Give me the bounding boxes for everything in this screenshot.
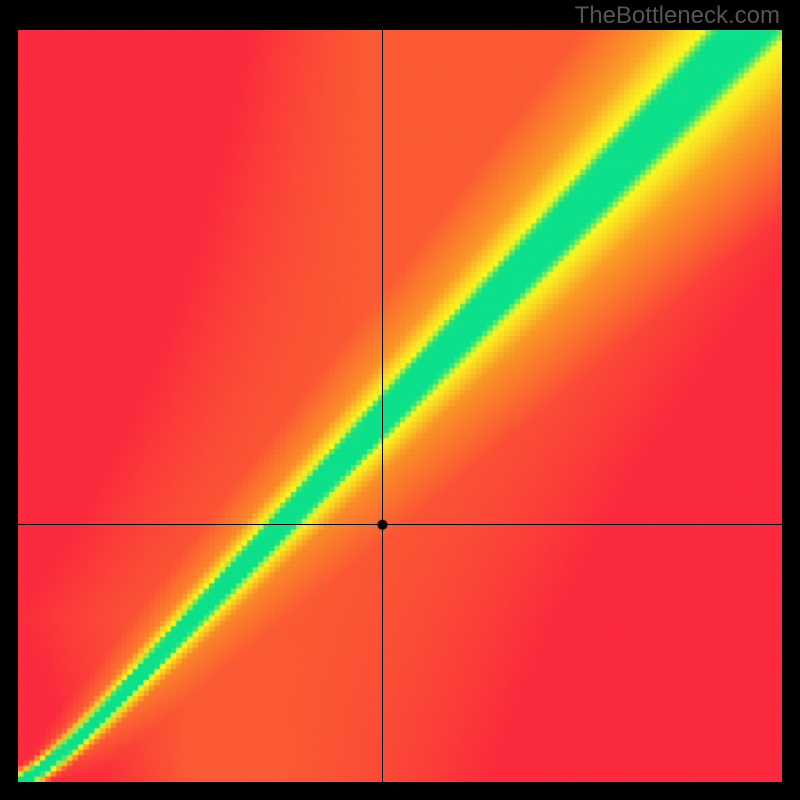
heatmap-canvas xyxy=(18,30,782,782)
crosshair-vertical xyxy=(382,30,383,782)
crosshair-horizontal xyxy=(18,524,782,525)
plot-area xyxy=(18,30,782,782)
watermark-text: TheBottleneck.com xyxy=(575,2,780,30)
chart-frame: TheBottleneck.com xyxy=(0,0,800,800)
